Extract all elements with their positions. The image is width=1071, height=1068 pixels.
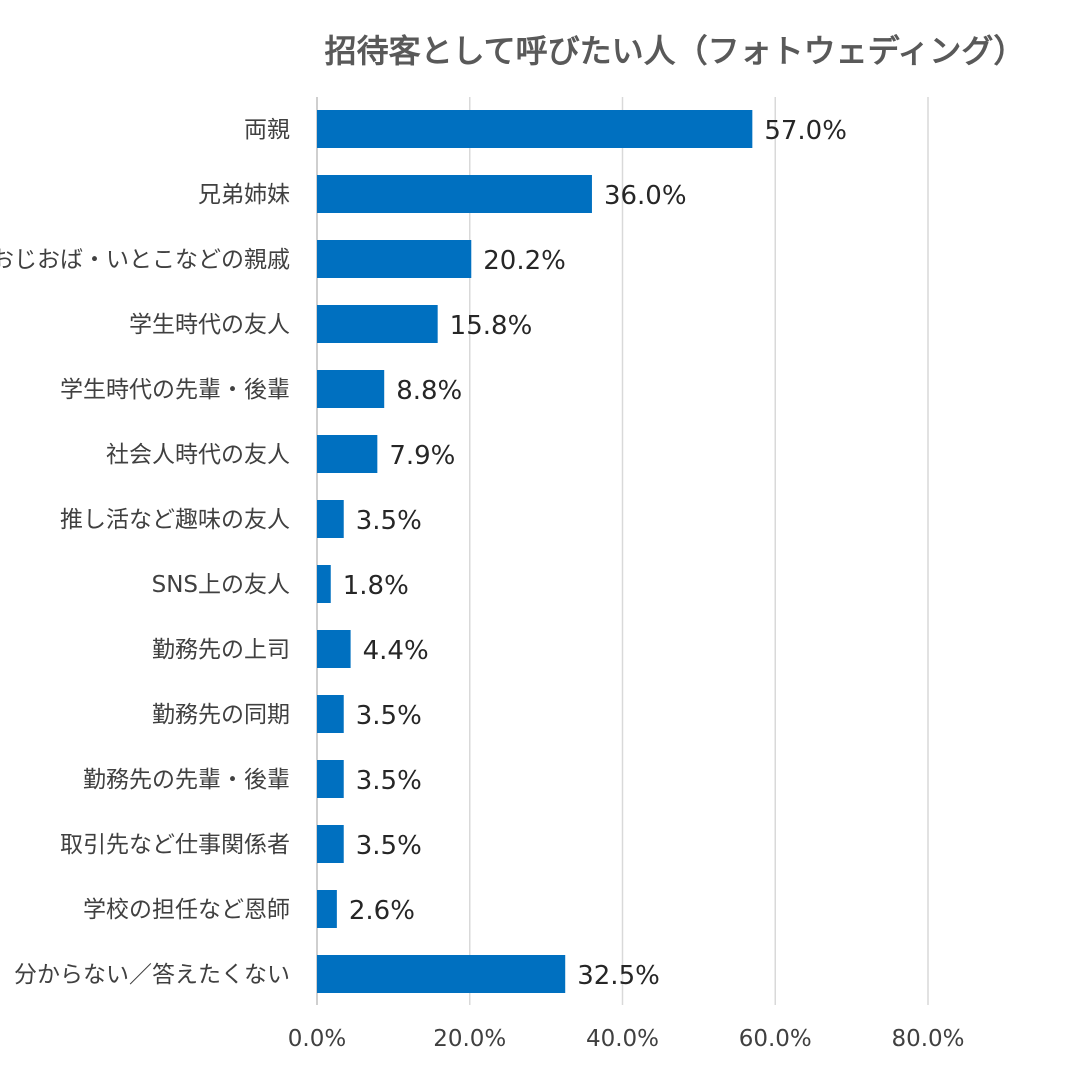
category-label: 社会人時代の友人 — [106, 442, 290, 468]
data-label: 3.5% — [356, 506, 422, 536]
data-label: 20.2% — [483, 246, 566, 276]
category-label: 学生時代の友人 — [129, 312, 290, 338]
bar — [317, 760, 344, 798]
bar — [317, 695, 344, 733]
x-tick-label: 40.0% — [586, 1026, 659, 1052]
category-label: 勤務先の同期 — [152, 702, 290, 728]
data-label: 3.5% — [356, 766, 422, 796]
bar — [317, 305, 438, 343]
data-label: 8.8% — [396, 376, 462, 406]
x-tick-label: 20.0% — [433, 1026, 506, 1052]
data-labels: 57.0% 36.0% 20.2% 15.8% 8.8% 7.9% 3.5% 1.8% 4.4%… — [343, 116, 847, 991]
category-label: 学校の担任など恩師 — [83, 897, 290, 923]
data-label: 7.9% — [389, 441, 455, 471]
x-tick-label: 0.0% — [288, 1026, 346, 1052]
bars — [317, 110, 753, 993]
gridlines — [316, 97, 929, 1005]
bar — [317, 955, 566, 993]
category-label: 勤務先の先輩・後輩 — [83, 767, 290, 793]
data-label: 15.8% — [450, 311, 533, 341]
category-label: 両親 — [244, 117, 290, 143]
bar — [317, 825, 344, 863]
x-axis-ticks: 0.0% 20.0% 40.0% 60.0% 80.0% — [288, 1026, 965, 1052]
bar — [317, 500, 344, 538]
category-label: 勤務先の上司 — [152, 637, 290, 663]
category-label: 取引先など仕事関係者 — [60, 832, 290, 858]
bar — [317, 435, 378, 473]
data-label: 2.6% — [349, 896, 415, 926]
x-tick-label: 60.0% — [739, 1026, 812, 1052]
category-label: 学生時代の先輩・後輩 — [60, 377, 290, 403]
bar — [317, 110, 753, 148]
data-label: 3.5% — [356, 701, 422, 731]
data-label: 1.8% — [343, 571, 409, 601]
data-label: 36.0% — [604, 181, 687, 211]
category-labels: 両親兄弟姉妹おじおば・いとこなどの親戚学生時代の友人学生時代の先輩・後輩社会人時… — [0, 117, 290, 988]
data-label: 32.5% — [577, 961, 660, 991]
category-label: 分からない／答えたくない — [14, 962, 290, 988]
bar — [317, 630, 351, 668]
bar — [317, 240, 472, 278]
category-label: SNS上の友人 — [152, 572, 290, 598]
category-label: おじおば・いとこなどの親戚 — [0, 247, 290, 273]
category-label: 推し活など趣味の友人 — [60, 507, 290, 533]
bar — [317, 175, 592, 213]
x-tick-label: 80.0% — [891, 1026, 964, 1052]
data-label: 57.0% — [764, 116, 847, 146]
bar — [317, 565, 331, 603]
data-label: 3.5% — [356, 831, 422, 861]
category-label: 兄弟姉妹 — [198, 182, 290, 208]
data-label: 4.4% — [363, 636, 429, 666]
bar — [317, 370, 385, 408]
chart-title: 招待客として呼びたい人（フォトウェディング） — [325, 32, 1026, 70]
bar — [317, 890, 337, 928]
